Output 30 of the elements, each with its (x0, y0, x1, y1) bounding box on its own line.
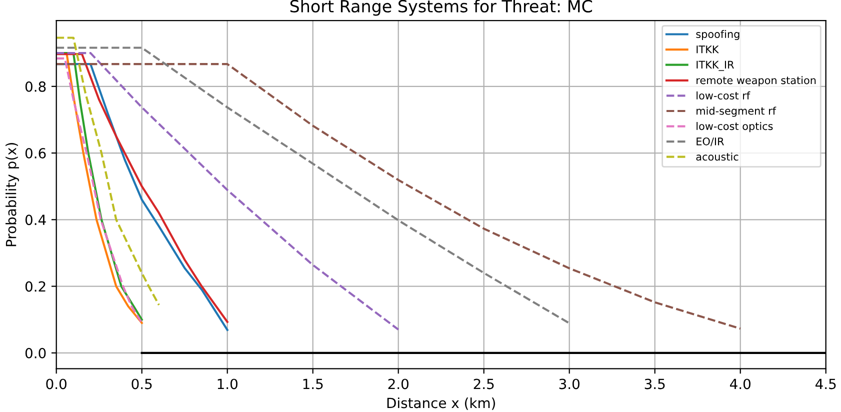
legend-label: ITKK (696, 46, 719, 54)
y-tick-label: 0.6 (25, 148, 46, 158)
legend-label: low-cost optics (696, 122, 773, 132)
x-tick-label: 0.5 (132, 378, 152, 390)
y-tick-label: 0.4 (25, 214, 46, 226)
legend-label: mid-segment rf (696, 106, 776, 117)
line-series (56, 46, 570, 324)
y-tick-label: 0.8 (25, 81, 46, 92)
line-series (56, 36, 160, 306)
chart-title: Short Range Systems for Threat: MC (290, 0, 592, 16)
x-tick-label: 0.0 (46, 378, 66, 390)
x-tick-label: 2.0 (388, 378, 408, 390)
x-tick-label: 3.5 (644, 378, 665, 390)
x-tick-label: 4.0 (730, 378, 750, 390)
x-tick-label: 3.0 (559, 378, 580, 390)
legend-label: remote weapon station (696, 76, 816, 86)
legend-label: ITKK_IR (696, 60, 734, 71)
y-tick-label: 0.0 (25, 348, 46, 358)
y-axis-title: Probability p(x) (6, 143, 19, 246)
line-series (56, 52, 400, 331)
y-tick-label: 0.2 (25, 281, 46, 292)
legend-label: EO/IR (696, 137, 724, 146)
x-tick-label: 2.5 (474, 378, 494, 390)
legend-label: spoofing (696, 30, 740, 40)
legend-label: low-cost rf (696, 91, 750, 100)
x-tick-label: 4.5 (815, 378, 836, 390)
x-axis-title: Distance x (km) (387, 397, 496, 410)
x-tick-label: 1.5 (303, 378, 323, 390)
legend-label: acoustic (696, 152, 738, 161)
x-tick-label: 1.0 (218, 378, 238, 390)
